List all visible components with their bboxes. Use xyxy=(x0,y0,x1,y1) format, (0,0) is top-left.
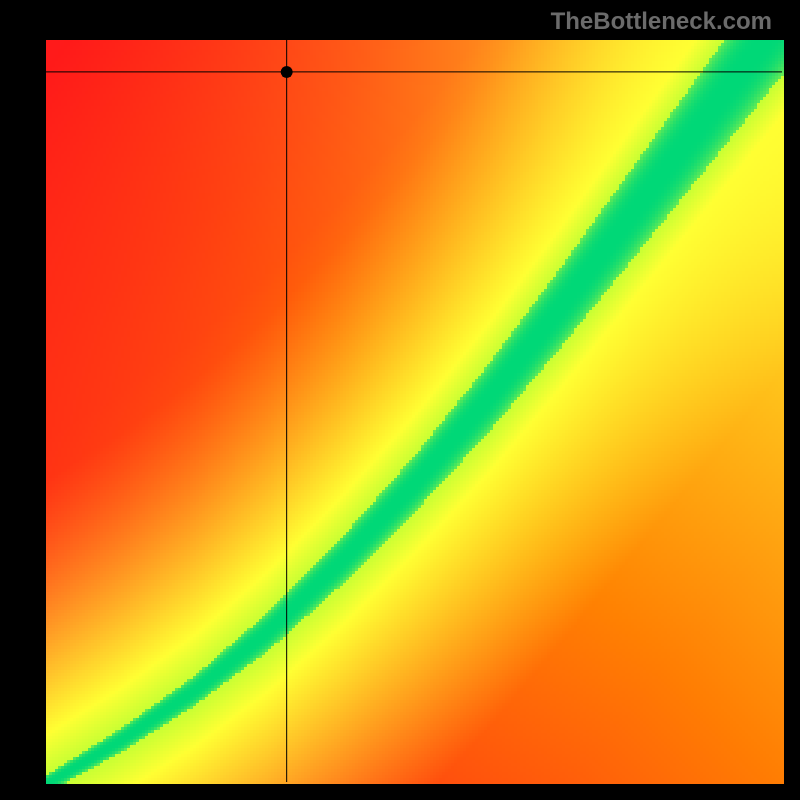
heatmap-canvas xyxy=(0,0,800,800)
watermark-text: TheBottleneck.com xyxy=(551,8,772,36)
bottleneck-heatmap-chart xyxy=(0,0,800,800)
